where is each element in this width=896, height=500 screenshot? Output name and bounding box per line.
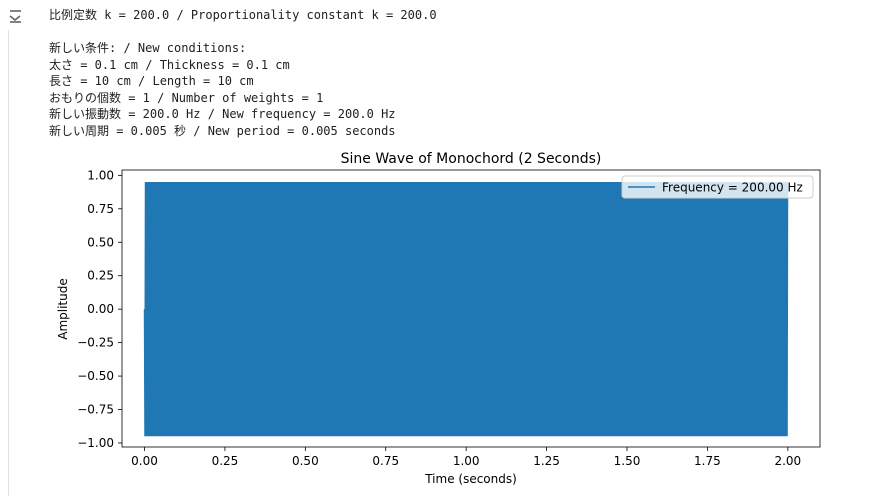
stream-line: 新しい条件: / New conditions: (49, 41, 247, 55)
x-tick-label: 0.25 (212, 454, 239, 468)
y-tick-label: 0.25 (87, 269, 114, 283)
chart-title: Sine Wave of Monochord (2 Seconds) (341, 151, 602, 167)
y-tick-label: −0.50 (77, 369, 114, 383)
stream-line: 太さ = 0.1 cm / Thickness = 0.1 cm (49, 57, 290, 72)
x-tick-label: 1.00 (453, 454, 480, 468)
y-tick-label: 0.00 (87, 302, 114, 316)
x-tick-label: 1.25 (533, 454, 560, 468)
legend-box (621, 175, 814, 199)
y-tick-label: −1.00 (77, 436, 114, 450)
chart-container: Sine Wave of Monochord (2 Seconds) 0.00 0… (0, 140, 896, 500)
stream-line: 新しい振動数 = 200.0 Hz / New frequency = 200.… (49, 107, 396, 121)
x-tick-label: 0.50 (292, 454, 319, 468)
stream-line: 新しい周期 = 0.005 秒 / New period = 0.005 sec… (49, 123, 396, 138)
series-line-0 (143, 182, 789, 437)
y-tick-label: −0.25 (77, 336, 114, 350)
legend-entry-label: Frequency = 200.00 Hz (662, 181, 803, 195)
y-tick-label: 0.75 (87, 202, 114, 216)
stream-line: おもりの個数 = 1 / Number of weights = 1 (49, 90, 324, 105)
stream-line-constant: 比例定数 k = 200.0 / Proportionality constan… (49, 8, 437, 22)
x-tick-label: 1.75 (694, 454, 721, 468)
x-axis-label: Time (seconds) (424, 472, 517, 486)
output-gutter-divider (8, 30, 9, 496)
stream-line: 長さ = 10 cm / Length = 10 cm (49, 74, 254, 88)
x-tick-label: 0.75 (372, 454, 399, 468)
x-tick-label: 0.00 (131, 454, 158, 468)
output-collapse-icon[interactable] (4, 6, 28, 26)
x-tick-label: 1.50 (614, 454, 641, 468)
x-tick-label: 2.00 (774, 454, 801, 468)
sine-wave-chart: Sine Wave of Monochord (2 Seconds) 0.00 0… (56, 151, 821, 486)
y-tick-label: 1.00 (87, 168, 114, 182)
y-tick-label: 0.50 (87, 235, 114, 249)
y-axis-label: Amplitude (56, 278, 70, 340)
y-tick-label: −0.75 (77, 403, 114, 417)
legend: Frequency = 200.00 Hz (621, 175, 814, 199)
